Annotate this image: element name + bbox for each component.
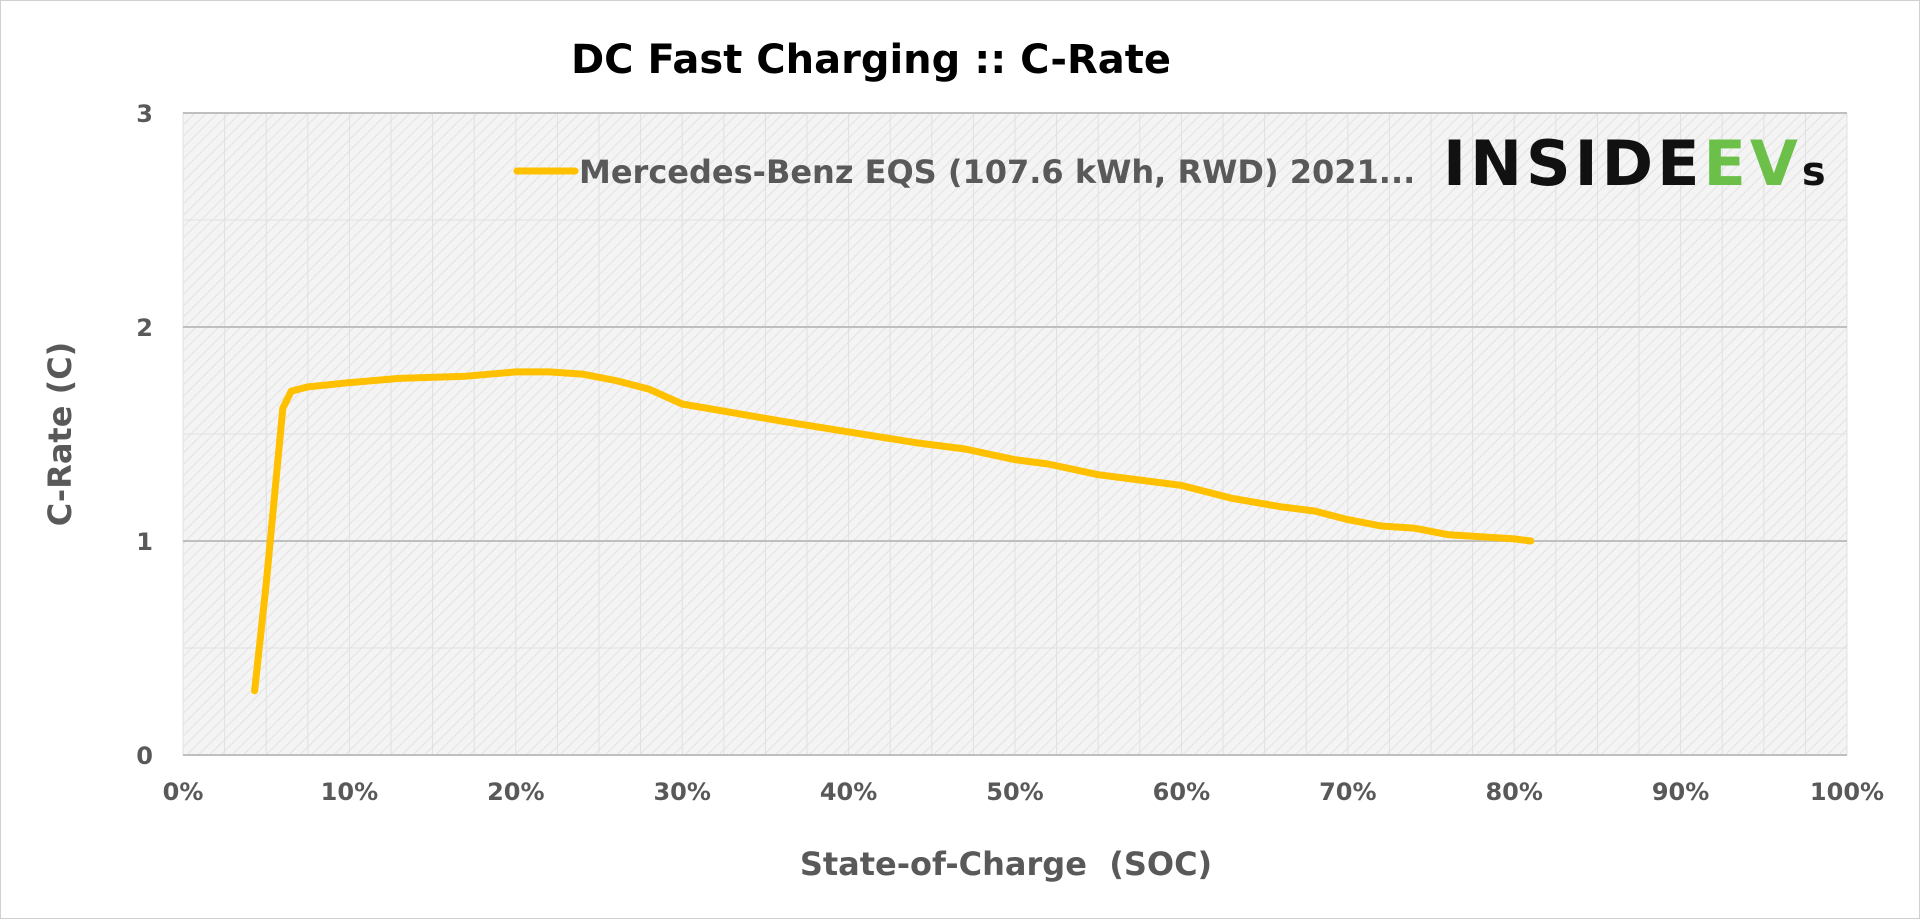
x-tick-label: 70% — [1319, 778, 1376, 806]
x-tick-label: 100% — [1810, 778, 1884, 806]
x-tick-label: 50% — [986, 778, 1043, 806]
y-tick-labels: 0 1 2 3 — [136, 100, 153, 770]
x-tick-labels: 0% 10% 20% 30% 40% 50% 60% 70% 80% 90% 100% — [163, 778, 1884, 806]
x-tick-label: 60% — [1153, 778, 1210, 806]
y-axis-title: C-Rate (C) — [41, 342, 79, 527]
x-tick-label: 20% — [487, 778, 544, 806]
minor-gridlines — [182, 113, 1848, 755]
x-tick-label: 80% — [1485, 778, 1542, 806]
major-gridlines — [183, 112, 1847, 756]
y-tick-label: 2 — [136, 314, 153, 342]
x-tick-label: 0% — [163, 778, 204, 806]
x-tick-label: 30% — [653, 778, 710, 806]
logo-inside: INSIDE — [1443, 127, 1704, 200]
chart-title: DC Fast Charging :: C-Rate — [571, 37, 1171, 83]
series-line-mercedes-eqs — [251, 368, 1535, 695]
y-tick-label: 0 — [136, 742, 153, 770]
y-tick-label: 1 — [136, 528, 153, 556]
insideevs-logo: INSIDEEVs — [1443, 127, 1830, 200]
legend-label: Mercedes-Benz EQS (107.6 kWh, RWD) 2021.… — [579, 153, 1415, 191]
x-tick-label: 40% — [820, 778, 877, 806]
y-tick-label: 3 — [136, 100, 153, 128]
logo-ev: EV — [1704, 127, 1802, 200]
x-tick-label: 90% — [1652, 778, 1709, 806]
x-axis-title: State-of-Charge (SOC) — [800, 845, 1212, 883]
logo-s: s — [1802, 149, 1830, 195]
x-tick-label: 10% — [321, 778, 378, 806]
